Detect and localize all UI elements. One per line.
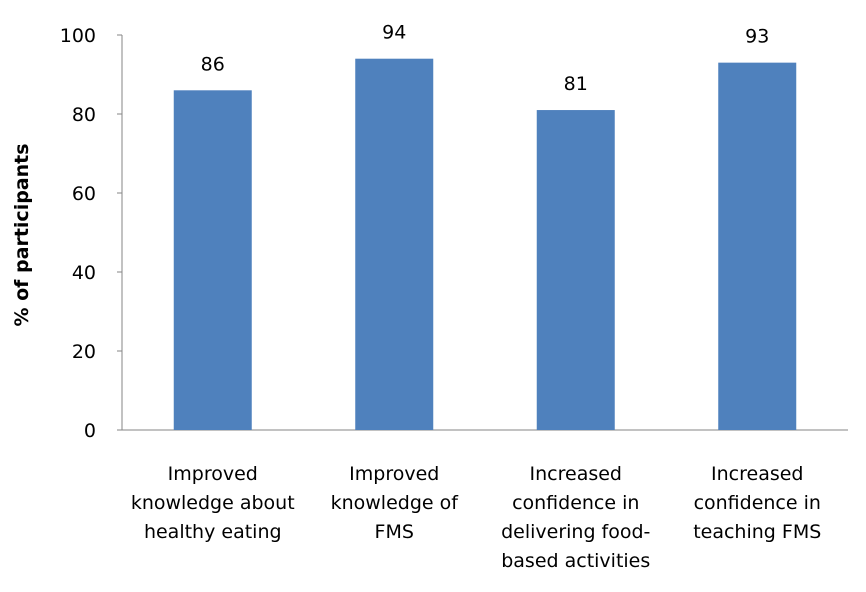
data-label: 94	[382, 22, 406, 44]
category-label: Improved knowledge about healthy eating	[131, 463, 295, 543]
bars	[173, 58, 797, 431]
bar	[173, 90, 252, 431]
category-label-line: based activities	[501, 550, 650, 572]
y-tick-labels: 0 20 40 60 80 100	[60, 25, 96, 442]
bar	[718, 62, 797, 431]
category-labels: Improved knowledge about healthy eatingImp…	[131, 463, 821, 572]
category-label-line: delivering food-	[501, 521, 650, 543]
category-label-line: Increased	[711, 463, 803, 485]
category-label-line: Improved	[168, 463, 258, 485]
y-tick-label: 80	[72, 104, 96, 126]
category-label-line: Improved	[349, 463, 439, 485]
category-label-line: Increased	[530, 463, 622, 485]
bar	[536, 110, 615, 431]
category-label-line: healthy eating	[144, 521, 282, 543]
category-label-line: confidence in	[694, 492, 821, 514]
category-label-line: knowledge of	[331, 492, 460, 514]
category-label-line: knowledge about	[131, 492, 295, 514]
data-label: 93	[745, 26, 769, 48]
y-axis-title: % of participants	[11, 143, 33, 326]
category-label: Increased confidence in delivering food-ba…	[501, 463, 650, 572]
y-tick-label: 0	[84, 420, 96, 442]
y-tick-label: 20	[72, 341, 96, 363]
data-label: 86	[201, 53, 225, 75]
y-tick-label: 100	[60, 25, 96, 47]
category-label: Improved knowledge of FMS	[331, 463, 460, 543]
data-labels: 86 94 81 93	[201, 22, 770, 95]
bar	[355, 58, 434, 430]
category-label-line: confidence in	[512, 492, 639, 514]
category-label-line: teaching FMS	[693, 521, 821, 543]
data-label: 81	[564, 73, 588, 95]
category-label: Increased confidence in teaching FMS	[693, 463, 821, 543]
y-tick-label: 40	[72, 262, 96, 284]
y-tick-label: 60	[72, 183, 96, 205]
category-label-line: FMS	[375, 521, 414, 543]
